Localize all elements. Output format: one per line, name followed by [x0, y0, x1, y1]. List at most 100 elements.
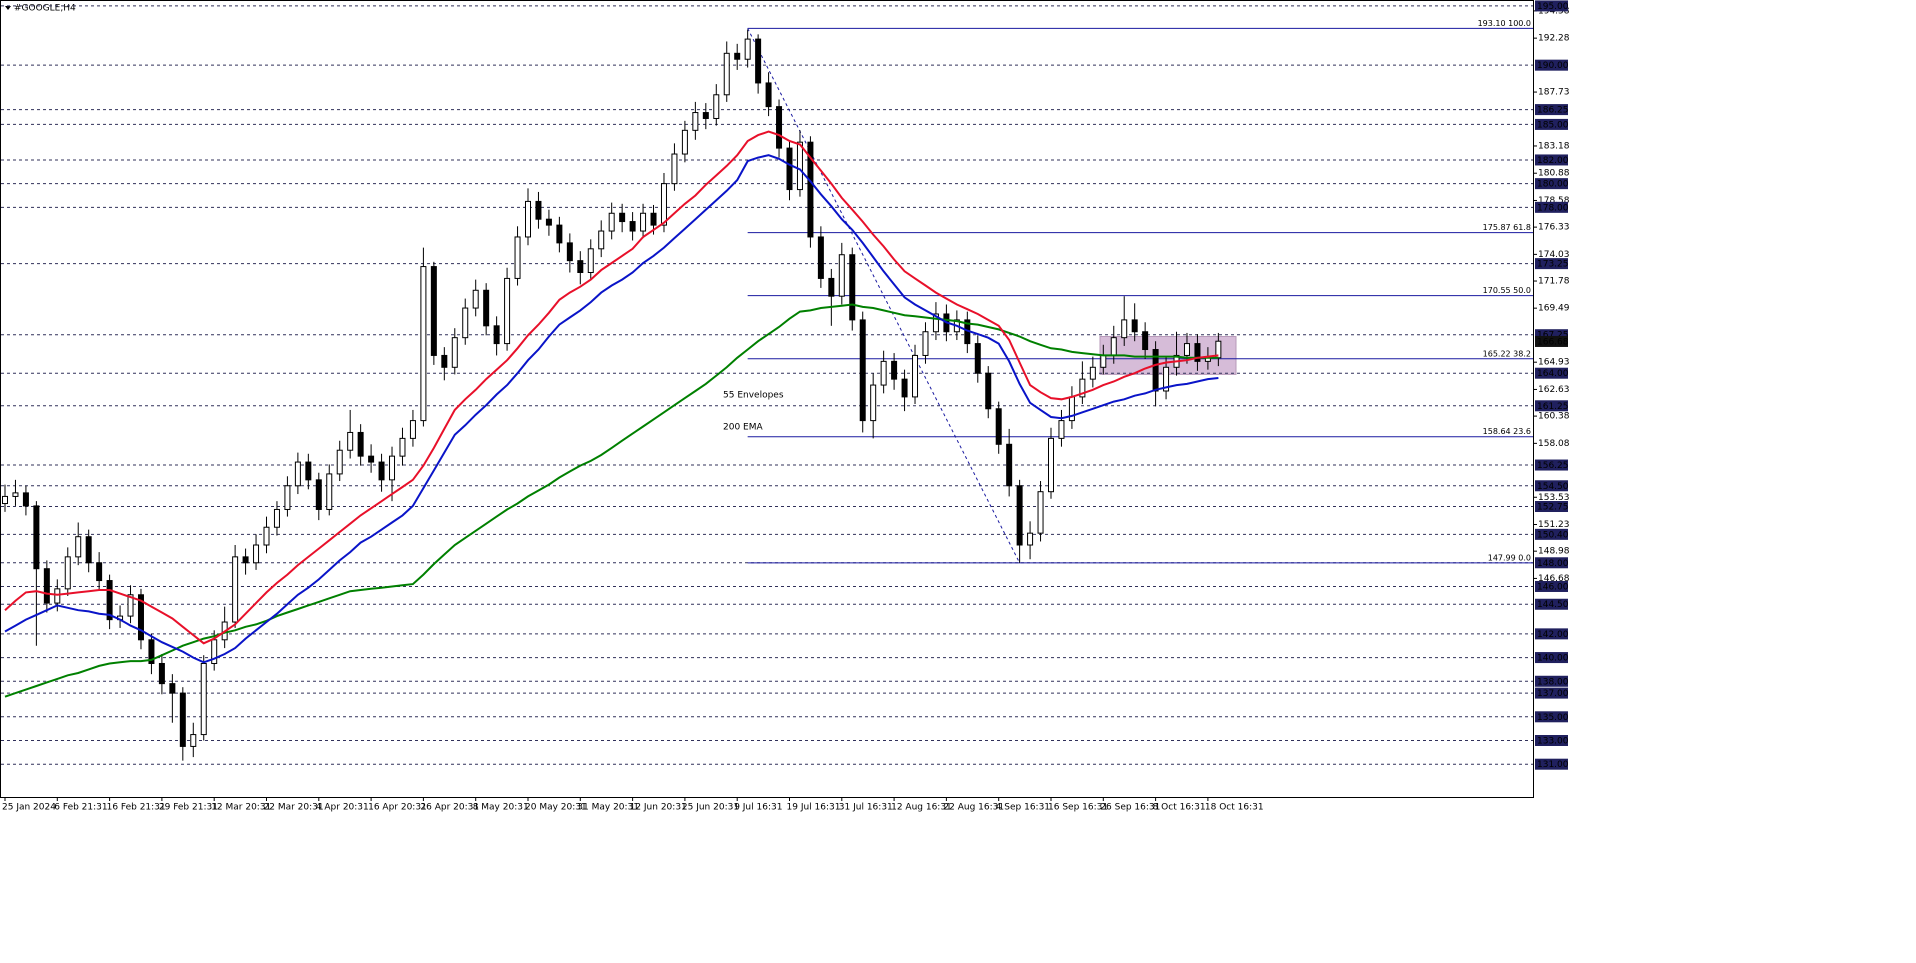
candle-body: [33, 505, 40, 570]
level-label: 144.50: [1537, 600, 1569, 610]
level-label-box: [1535, 367, 1568, 379]
candle-body: [608, 212, 615, 232]
level-label: 148.00: [1537, 559, 1569, 569]
x-tick-label: 4 Sep 16:31: [996, 803, 1050, 813]
candle-body: [859, 319, 866, 422]
level-label: 140.00: [1537, 654, 1569, 664]
y-tick-label: 158.08: [1538, 439, 1570, 449]
level-label: 138.00: [1537, 677, 1569, 687]
level-label-box: [1535, 480, 1568, 492]
candle-body: [880, 360, 887, 386]
level-label: 173.25: [1537, 260, 1569, 270]
candle-body: [1194, 343, 1201, 362]
level-label-box: [1535, 0, 1568, 12]
candle-body: [483, 289, 490, 327]
level-label-box: [1535, 598, 1568, 610]
candle-body: [409, 420, 416, 439]
fib-label: 158.64 23.6: [1483, 427, 1531, 436]
y-tick-label: 192.28: [1538, 34, 1570, 44]
candle-body: [765, 82, 772, 108]
fib-label: 147.99 0.0: [1488, 553, 1531, 562]
candle-body: [817, 236, 824, 279]
candle-body: [451, 337, 458, 368]
candle-body: [985, 372, 992, 410]
y-tick-label: 146.68: [1538, 574, 1570, 584]
candle-body: [127, 594, 134, 617]
level-label-box: [1535, 687, 1568, 699]
level-label-box: [1535, 734, 1568, 746]
x-tick-label: 22 Mar 20:31: [264, 803, 324, 813]
candle-body: [1089, 366, 1096, 380]
candle-body: [43, 568, 50, 604]
candle-body: [315, 479, 322, 510]
candle-body: [640, 212, 647, 232]
level-label-box: [1535, 258, 1568, 270]
level-label-box: [1535, 580, 1568, 592]
level-label: 182.00: [1537, 156, 1569, 166]
candle-body: [1006, 443, 1013, 487]
candle-body: [838, 254, 845, 297]
level-label: 167.25: [1537, 331, 1569, 341]
plot-frame: [0, 0, 1534, 798]
candle-body: [807, 141, 814, 238]
candle-body: [430, 266, 437, 356]
level-label-box: [1535, 201, 1568, 213]
candle-body: [535, 200, 542, 220]
candle-body: [232, 556, 239, 623]
candle-body: [629, 221, 636, 232]
candle-body: [776, 106, 783, 149]
candle-body: [200, 662, 207, 736]
level-label-box: [1535, 104, 1568, 116]
y-tick-label: 160.38: [1538, 412, 1570, 422]
candle-body: [545, 218, 552, 226]
x-tick-label: 26 Sep 16:31: [1100, 803, 1160, 813]
candle-body: [441, 354, 448, 368]
last-price-box: [1535, 335, 1568, 347]
x-tick-label: 16 Feb 21:31: [107, 803, 166, 813]
candle-body: [1058, 420, 1065, 439]
level-label: 186.25: [1537, 106, 1569, 116]
candle-body: [347, 431, 354, 451]
x-tick-label: 8 May 20:31: [473, 803, 529, 813]
candle-body: [713, 94, 720, 119]
x-tick-label: 25 Jan 2024: [2, 803, 56, 813]
candle-body: [493, 325, 500, 345]
candle-body: [1183, 343, 1190, 356]
candle-body: [598, 230, 605, 250]
candle-body: [525, 200, 531, 238]
level-label-box: [1535, 711, 1568, 723]
fib-trendline: [747, 28, 1021, 564]
x-tick-label: 31 Jul 16:31: [839, 803, 893, 813]
y-tick-label: 169.49: [1538, 304, 1570, 314]
x-tick-label: 6 Feb 21:31: [54, 803, 107, 813]
level-label-box: [1535, 628, 1568, 640]
candle-body: [891, 360, 898, 380]
candle-body: [137, 594, 144, 641]
fib-label: 175.87 61.8: [1483, 223, 1531, 232]
candle-body: [922, 331, 929, 356]
x-tick-label: 9 Jul 16:31: [734, 803, 782, 813]
y-tick-label: 164.93: [1538, 358, 1570, 368]
symbol-menu-icon[interactable]: [5, 6, 11, 10]
candle-body: [54, 588, 61, 604]
level-label: 190.00: [1537, 61, 1569, 71]
candle-body: [378, 461, 385, 481]
envelopes-label: 55 Envelopes: [723, 391, 784, 401]
candle-body: [974, 343, 981, 374]
candle-body: [566, 242, 573, 262]
candle-body: [472, 289, 479, 309]
level-label: 156.25: [1537, 461, 1569, 471]
candle-body: [1152, 349, 1159, 392]
candle-body: [273, 508, 280, 528]
candle-body: [190, 734, 197, 747]
level-label: 195.00: [1537, 2, 1569, 12]
candle-body: [1163, 366, 1170, 392]
level-label-box: [1535, 675, 1568, 687]
level-label-box: [1535, 178, 1568, 190]
candle-body: [1110, 337, 1117, 356]
indicator-line: [4, 303, 1219, 698]
candle-body: [755, 38, 762, 84]
level-label-box: [1535, 501, 1568, 513]
level-label-box: [1535, 652, 1568, 664]
